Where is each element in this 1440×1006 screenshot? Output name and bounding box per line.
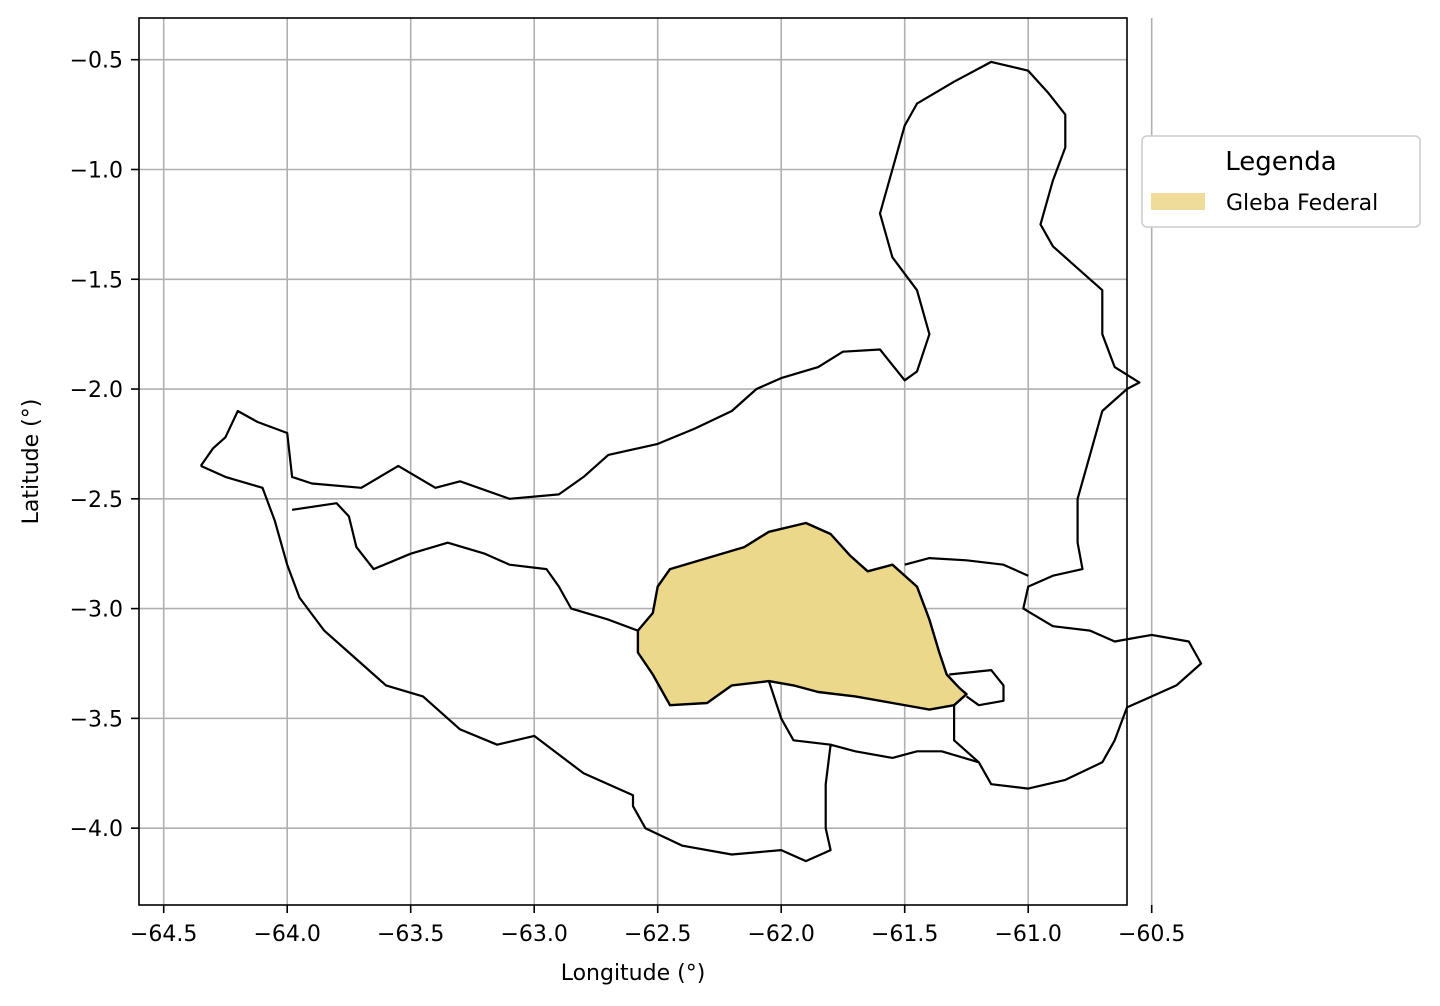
x-tick-label: −63.5: [377, 922, 444, 947]
y-tick-label: −4.0: [70, 817, 123, 842]
y-tick-label: −1.5: [70, 268, 123, 293]
y-tick-label: −3.5: [70, 707, 123, 732]
axis-ticks: −64.5 −64.0 −63.5 −63.0 −62.5 −62.0 −61.5 −61.0…: [70, 49, 1186, 947]
boundary-outline: [199, 60, 1203, 863]
legend-entries: Gleba Federal: [1151, 191, 1378, 216]
gleba-federal-edge: [636, 521, 968, 711]
x-tick-label: −62.5: [624, 922, 691, 947]
x-tick-label: −60.5: [1118, 922, 1185, 947]
gleba-federal-area: [637, 523, 967, 710]
x-tick-label: −64.5: [130, 922, 197, 947]
y-axis-label: Latitude (°): [19, 399, 44, 525]
x-tick-label: −62.0: [747, 922, 814, 947]
legend-entry-label: Gleba Federal: [1226, 191, 1378, 216]
x-tick-label: −64.0: [253, 922, 320, 947]
legend-swatch: [1151, 193, 1205, 210]
boundary-outline: [904, 556, 1029, 577]
boundary-outline: [767, 680, 831, 746]
x-axis-label: Longitude (°): [561, 961, 706, 986]
y-tick-label: −0.5: [70, 49, 123, 74]
y-tick-label: −1.0: [70, 158, 123, 183]
boundary-outline: [949, 668, 1005, 707]
x-tick-label: −61.0: [994, 922, 1061, 947]
boundary-outline: [291, 502, 639, 632]
x-tick-label: −63.0: [500, 922, 567, 947]
x-tick-label: −61.5: [871, 922, 938, 947]
y-tick-label: −2.5: [70, 488, 123, 513]
legend: Legenda Gleba Federal: [1141, 135, 1421, 228]
y-tick-label: −2.0: [70, 378, 123, 403]
plot-frame: [138, 17, 1128, 906]
legend-box: [1141, 135, 1421, 228]
y-tick-label: −3.0: [70, 598, 123, 623]
map-layer: [199, 60, 1203, 863]
legend-title: Legenda: [1225, 147, 1336, 177]
boundary-outline: [952, 705, 980, 764]
